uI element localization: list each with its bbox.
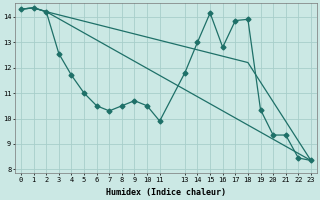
X-axis label: Humidex (Indice chaleur): Humidex (Indice chaleur) <box>106 188 226 197</box>
